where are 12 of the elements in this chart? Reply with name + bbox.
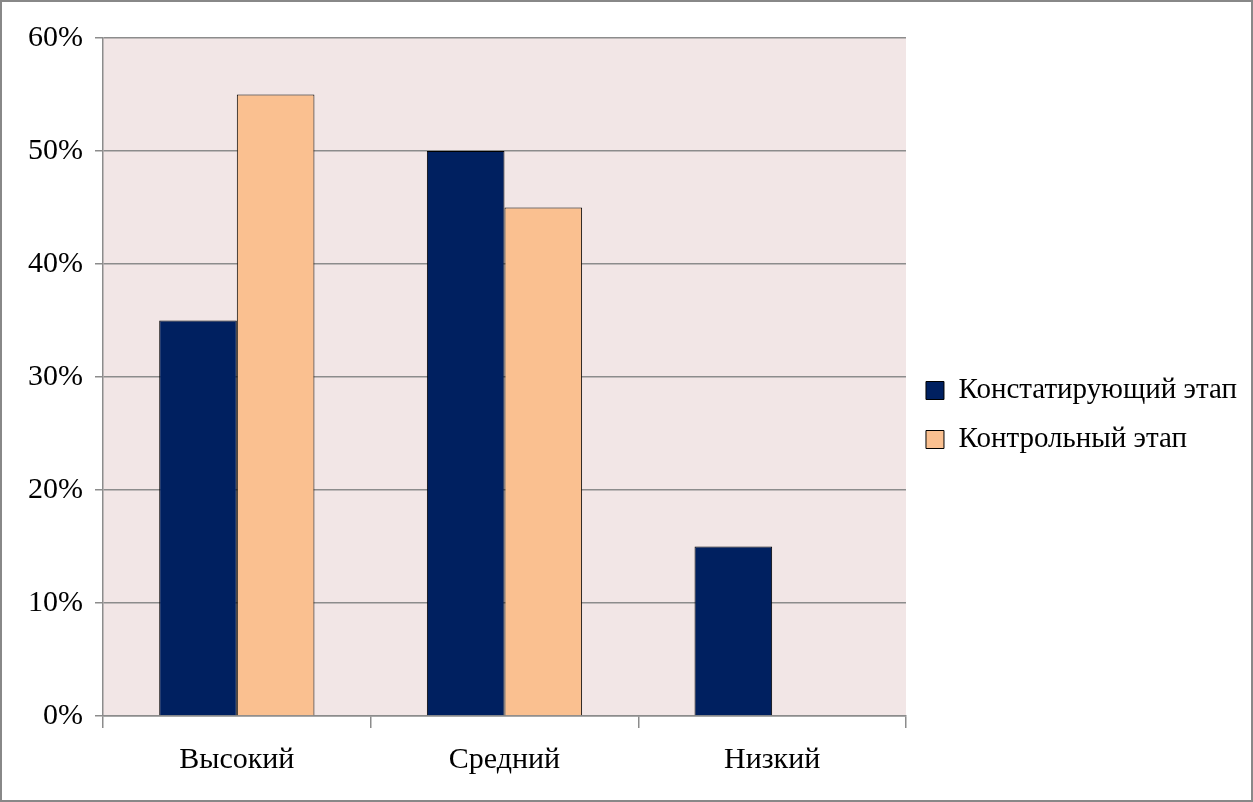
x-tick-label: Низкий xyxy=(724,740,821,774)
y-tick-label: 20% xyxy=(27,470,83,504)
x-tick-label: Высокий xyxy=(179,740,295,774)
y-tick-label: 60% xyxy=(27,18,83,52)
y-tick-label: 50% xyxy=(27,131,83,165)
y-tick-label: 40% xyxy=(27,244,83,278)
y-tick-label: 30% xyxy=(27,357,83,391)
y-tick-label: 0% xyxy=(42,696,83,730)
x-tick-label: Средний xyxy=(448,740,561,774)
legend-label: Контрольный этап xyxy=(958,421,1188,454)
y-tick-label: 10% xyxy=(27,583,83,617)
legend-label: Констатирующий этап xyxy=(958,372,1238,405)
